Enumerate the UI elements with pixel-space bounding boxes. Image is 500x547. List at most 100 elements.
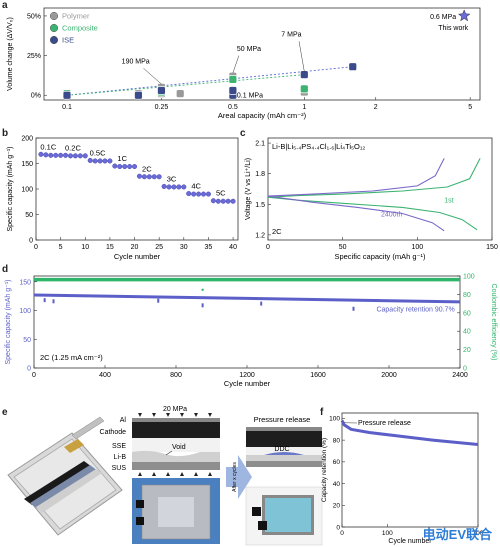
annotation-01mpa: 0.1 MPa: [237, 93, 263, 100]
after-cycles-label: After x cycles: [232, 462, 238, 492]
x-tick-label-a: 1: [302, 104, 306, 111]
x-tick-label-f: 100: [382, 530, 393, 537]
data-point-capacity: [67, 153, 73, 159]
data-point-capacity: [77, 153, 83, 159]
data-point-capacity: [122, 164, 128, 170]
x-tick-label-d: 1600: [310, 372, 326, 379]
data-point-ise: [134, 90, 143, 100]
rate-label: 0.5C: [90, 148, 106, 157]
y-axis-label-c: Voltage (V vs Li⁺/Li): [245, 158, 252, 220]
y-tick-label-b: 0: [29, 238, 33, 245]
data-point-capacity: [92, 158, 98, 164]
y-tick-label-f: 40: [333, 481, 341, 488]
watermark: 电动EV联合: [422, 527, 492, 542]
x-tick-label-a: 2: [374, 104, 378, 111]
legend-marker-composite: [49, 23, 59, 33]
x-tick-label-c: 0: [266, 244, 270, 251]
panel-label-d: d: [2, 264, 9, 275]
x-tick-label-c: 100: [411, 244, 423, 251]
data-point-capacity: [191, 191, 197, 197]
x-tick-label-b: 20: [131, 244, 139, 251]
annotation-leader-a: [232, 55, 240, 74]
data-point-capacity: [230, 198, 236, 204]
data-outlier-capacity: [157, 298, 160, 303]
data-point-capacity: [82, 153, 88, 159]
pressed-cell-stack: [132, 418, 220, 470]
void-label: Void: [172, 444, 186, 451]
panel-label-b: b: [2, 128, 9, 139]
y-tick-label-f: 60: [333, 459, 341, 466]
data-point-capacity: [210, 198, 216, 204]
x-axis-label-c: Specific capacity (mAh g⁻¹): [334, 252, 426, 261]
y2-axis-label-d: Coulombic efficiency (%): [490, 284, 497, 361]
x-axis-label-f: Cycle number: [388, 538, 432, 545]
y2-tick-label-d: 20: [463, 347, 471, 354]
x-tick-label-d: 2000: [381, 372, 397, 379]
annotation-retention: Capacity retention 90.7%: [376, 307, 454, 314]
annotation-06mpa: 0.6 MPa: [430, 14, 456, 21]
annotation-leader-a: [298, 41, 305, 72]
ddc-label: DDC: [274, 446, 289, 453]
data-point-capacity: [38, 151, 44, 157]
y2-tick-label-d: 0: [463, 366, 467, 373]
data-point-ise: [157, 86, 166, 95]
x-tick-label-a: 0.5: [228, 104, 238, 111]
series-band-capacity: [33, 293, 461, 304]
y-tick-label-c: 1.2: [255, 232, 265, 239]
legend-label-polymer: Polymer: [62, 12, 90, 21]
layer-label-al: Al: [120, 417, 127, 424]
chart-title-c: Li-B|Li₅.₄PS₄.₄Cl₁.₆|Li₄Ti₅O₁₂: [272, 142, 365, 151]
y-tick-label-c: 2.1: [255, 141, 265, 148]
layer-label-cathode: Cathode: [100, 429, 127, 436]
data-point-capacity: [151, 174, 157, 180]
legend-label-composite: Composite: [62, 24, 98, 33]
trend-line-a: [66, 74, 305, 96]
x-tick-label-d: 0: [32, 372, 36, 379]
data-outlier-capacity: [52, 299, 55, 304]
rate-label: 3C: [167, 174, 177, 183]
data-point-capacity: [117, 164, 123, 170]
panel-label-c: c: [240, 128, 246, 139]
panel-label-a: a: [2, 0, 8, 11]
rate-label: 4C: [191, 182, 201, 191]
plot-frame-f: [341, 412, 479, 528]
data-point-capacity: [205, 191, 211, 197]
y-tick-label-b: 200: [21, 136, 33, 143]
chart-b: 0 5 10 15 20 25 30 35 40 0 50 100 150 200 Cycle number…: [7, 136, 239, 261]
y-tick-label-b: 50: [25, 212, 33, 219]
data-point-polymer: [175, 89, 185, 99]
layer-label-sus: SUS: [112, 465, 127, 472]
annotation-1st: 1st: [444, 197, 453, 204]
data-point-capacity: [53, 152, 59, 158]
x-tick-label-f: 0: [340, 530, 344, 537]
y-tick-label-c: 1.8: [255, 171, 265, 178]
rate-label: 2C: [142, 164, 152, 173]
series-line-1st-charge: [267, 158, 481, 198]
y-tick-label-f: 80: [333, 437, 341, 444]
x-tick-label-b: 30: [180, 244, 188, 251]
series-line-2400th-discharge: [267, 195, 445, 232]
y-axis-label-d: Specific capacity (mAh g⁻¹): [5, 280, 12, 365]
y-tick-label-d: 50: [23, 337, 31, 344]
y-tick-label-f: 20: [333, 503, 341, 510]
data-outlier-capacity: [201, 303, 204, 308]
series-line-2400th-charge: [267, 158, 445, 197]
this-work-star: [457, 9, 471, 22]
pouch-cell-illustration: [7, 416, 123, 536]
annotation-190mpa: 190 MPa: [122, 59, 150, 66]
pressure-label: 20 MPa: [163, 406, 187, 413]
data-point-capacity: [161, 183, 167, 189]
y2-tick-label-d: 40: [463, 329, 471, 336]
rate-label: 0.2C: [65, 143, 81, 152]
pressure-arrows-bottom: [138, 472, 212, 476]
y2-tick-label-d: 100: [463, 274, 475, 281]
pressure-arrows-top: [138, 413, 212, 417]
chart-d: 0 400 800 1200 1600 2000 240005010015002040608…: [5, 274, 497, 389]
data-point-capacity: [181, 184, 187, 190]
x-tick-label-c: 50: [339, 244, 347, 251]
x-tick-label-c: 150: [486, 244, 498, 251]
panel-label-f: f: [320, 407, 324, 418]
data-point-capacity: [186, 191, 192, 197]
plot-frame-a: [43, 7, 481, 101]
data-point-capacity: [107, 158, 113, 164]
